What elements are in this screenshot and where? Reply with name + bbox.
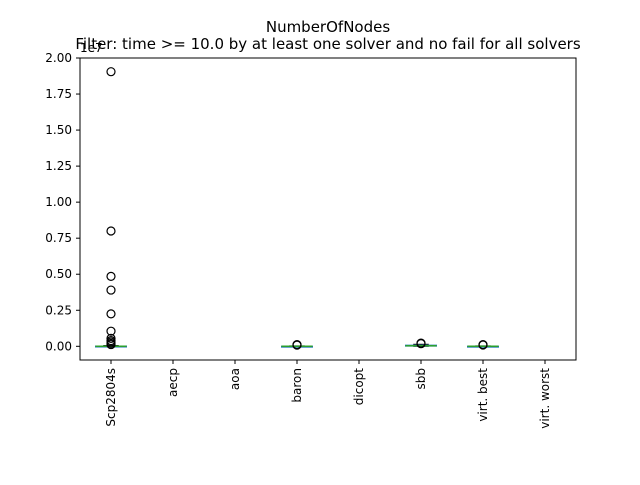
y-tick-label: 2.00 [45, 51, 72, 65]
outlier-point [106, 326, 116, 336]
x-tick-label: Scp2804s [104, 368, 118, 427]
x-tick-label: sbb [414, 368, 428, 390]
x-tick-label: baron [290, 368, 304, 403]
chart-title: NumberOfNodes [266, 18, 390, 36]
plot-frame [79, 57, 577, 361]
outlier-point [292, 340, 302, 350]
outlier-point [106, 339, 116, 350]
outlier-point [416, 339, 426, 349]
y-tick-label: 1.50 [45, 123, 72, 137]
chart-subtitle: Filter: time >= 10.0 by at least one sol… [75, 35, 581, 53]
y-tick-label: 0.25 [45, 303, 72, 317]
y-tick-label: 1.75 [45, 87, 72, 101]
x-tick-label: virt. worst [538, 368, 552, 429]
y-tick-label: 0.50 [45, 267, 72, 281]
y-tick-label: 0.00 [45, 339, 72, 353]
x-tick-label: virt. best [476, 368, 490, 422]
y-tick-label: 1.25 [45, 159, 72, 173]
outlier-point [478, 340, 488, 350]
outlier-point [106, 226, 116, 236]
y-tick-label: 1.00 [45, 195, 72, 209]
outlier-point [106, 271, 116, 281]
outlier-point [106, 309, 116, 319]
x-tick-label: aoa [228, 368, 242, 390]
x-tick-label: aecp [166, 368, 180, 397]
outlier-point [106, 67, 116, 77]
x-tick-label: dicopt [352, 368, 366, 406]
outlier-point [106, 285, 116, 295]
y-offset-label: 1e7 [80, 41, 103, 55]
y-tick-label: 0.75 [45, 231, 72, 245]
